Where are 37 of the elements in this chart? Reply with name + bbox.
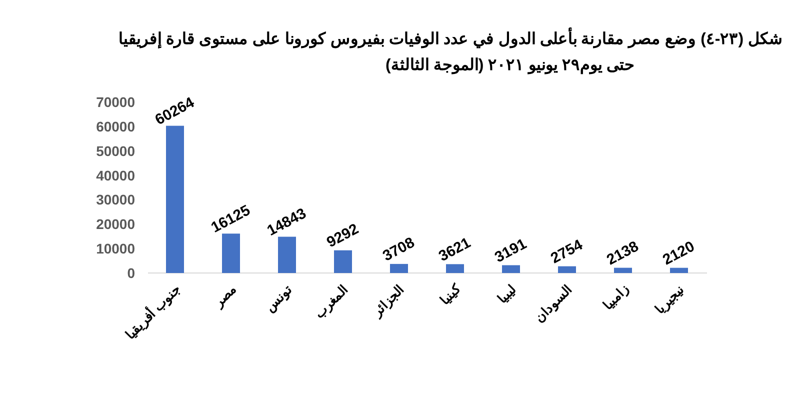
bar (558, 266, 576, 273)
y-tick-label: 50000 (96, 142, 136, 159)
bar (614, 268, 632, 273)
x-tick-label: المغرب (312, 282, 352, 322)
x-tick-label: نيجيريا (652, 282, 688, 318)
x-tick-label: جنوب أفريقيا (122, 280, 184, 343)
bar (278, 236, 296, 273)
y-tick-label: 0 (127, 265, 136, 281)
chart-title: شكل (٢٣-٤) وضع مصر مقارنة بأعلى الدول في عدد الوفيات بفيروس كورونا على مستوى قارة إفريقيا (118, 26, 782, 49)
x-tick-label: السودان (531, 282, 576, 326)
data-label: 3708 (380, 234, 418, 265)
data-label: 3621 (436, 234, 474, 266)
bar (446, 264, 464, 273)
data-label: 3191 (492, 235, 530, 266)
y-tick-label: 60000 (96, 118, 136, 134)
data-label: 2138 (604, 238, 642, 269)
x-tick-label: الجزائر (368, 282, 408, 320)
chart-subtitle: حتى يوم٢٩ يونيو ٢٠٢١ (الموجة الثالثة) (386, 57, 634, 75)
data-label: 2754 (548, 236, 586, 268)
x-tick-label: ليبيا (494, 282, 520, 306)
bar (670, 268, 688, 273)
x-tick-label: مصر (210, 282, 240, 312)
bar (390, 264, 408, 273)
data-label: 2120 (660, 238, 698, 269)
bar (222, 234, 240, 273)
x-tick-label: كينيا (436, 280, 464, 308)
y-tick-label: 30000 (96, 192, 136, 208)
y-tick-label: 10000 (96, 240, 136, 257)
x-tick-label: تونس (262, 282, 296, 316)
x-tick-label: زامبيا (600, 282, 632, 314)
y-tick-label: 70000 (96, 94, 136, 110)
bar (334, 250, 352, 273)
data-label: 9292 (324, 220, 362, 252)
y-tick-label: 40000 (96, 167, 136, 184)
y-tick-label: 20000 (96, 216, 136, 232)
bar (166, 126, 184, 273)
bar (502, 265, 520, 273)
